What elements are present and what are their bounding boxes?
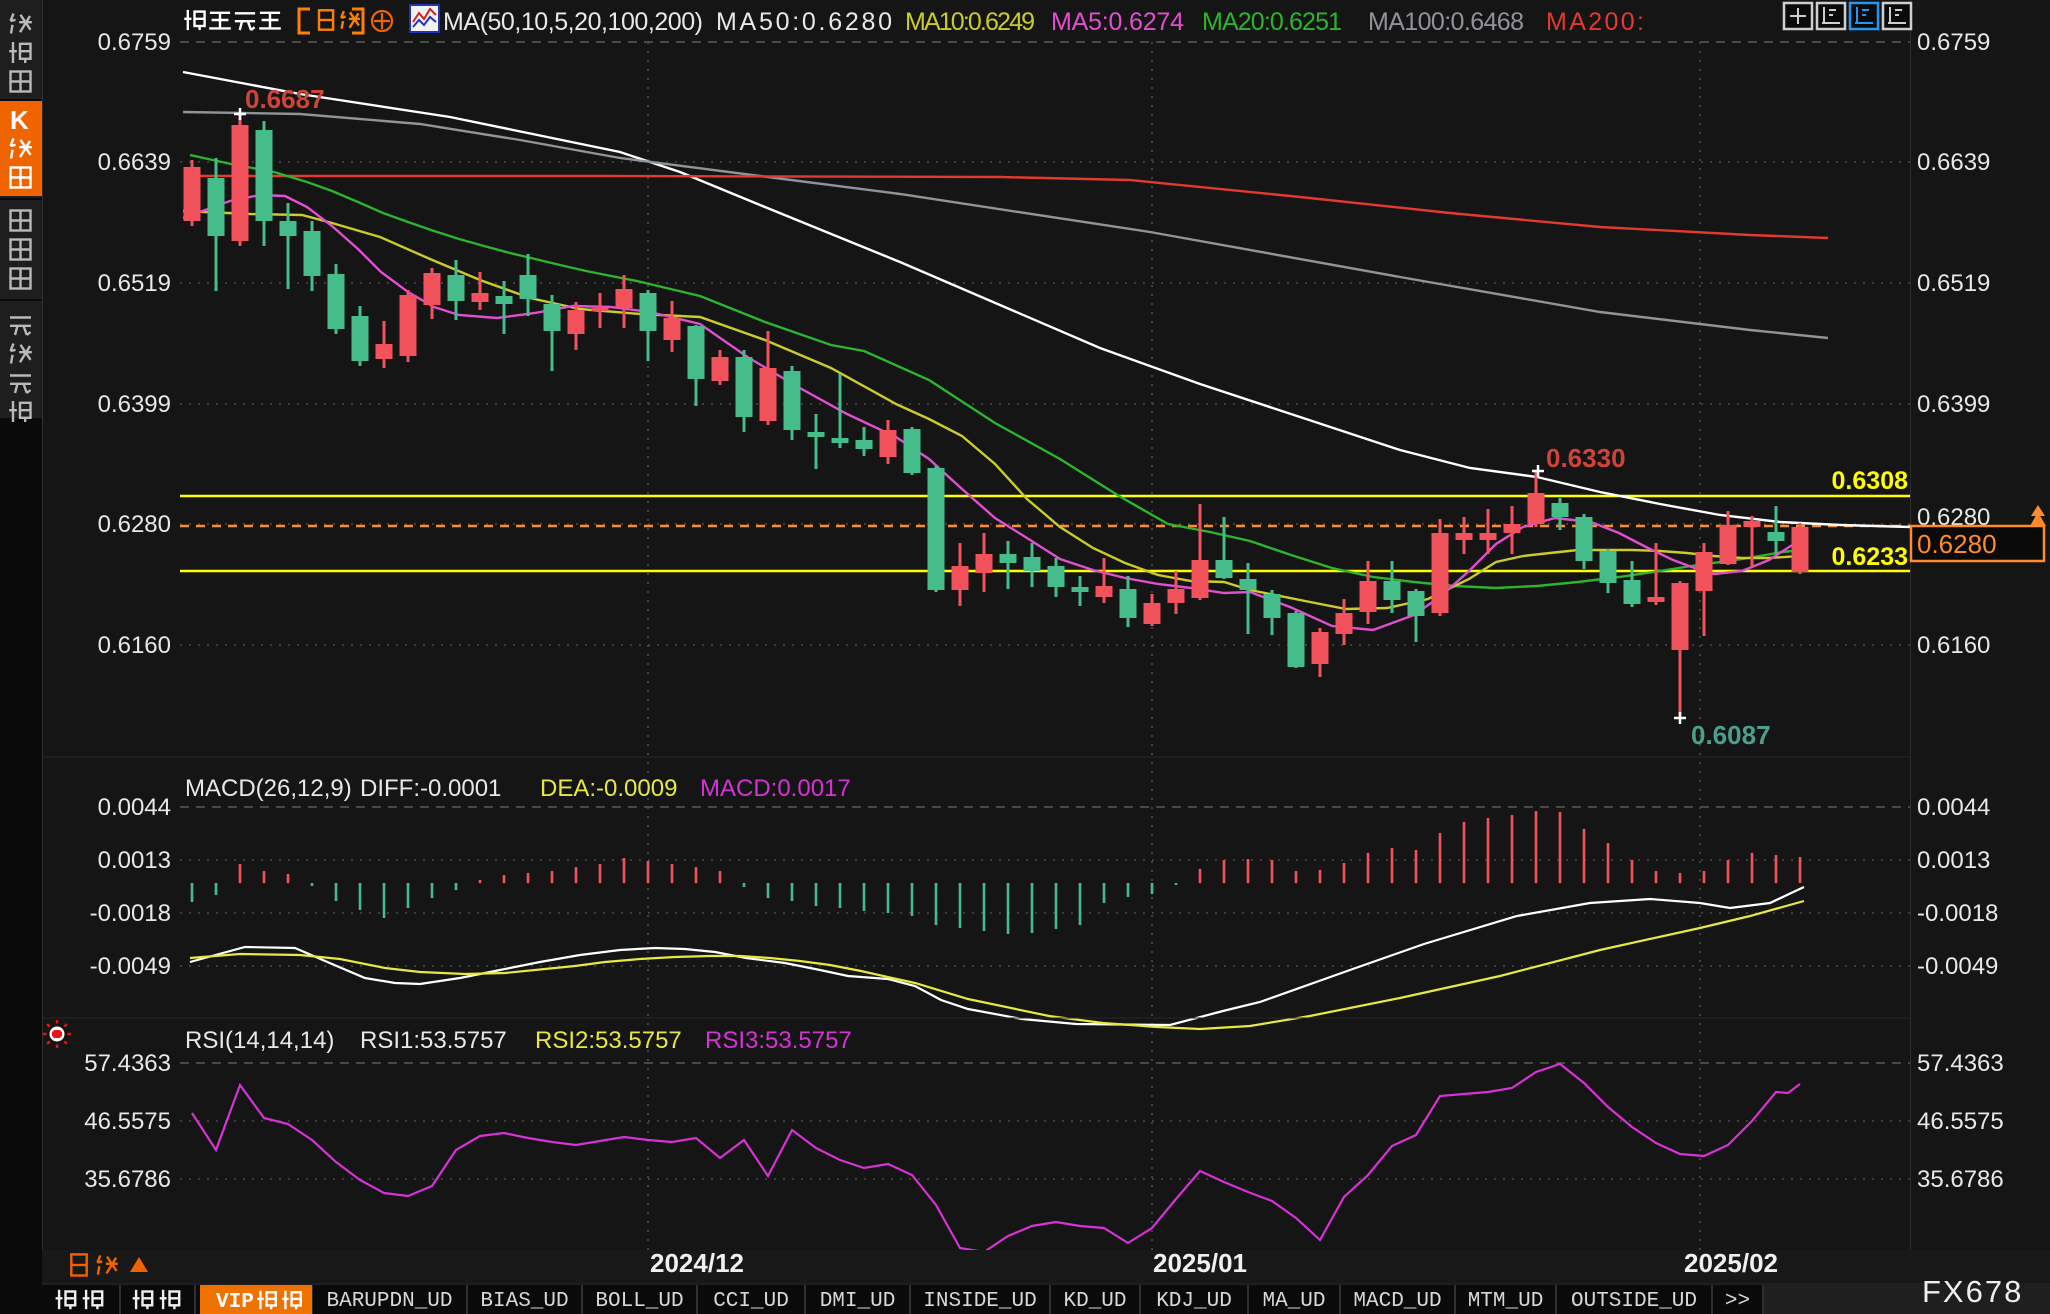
svg-text:0.6087: 0.6087 bbox=[1691, 720, 1771, 750]
svg-text:RSI1:53.5757: RSI1:53.5757 bbox=[360, 1027, 507, 1054]
svg-text:MA200:: MA200: bbox=[1546, 8, 1644, 36]
svg-text:0.6160: 0.6160 bbox=[98, 632, 171, 659]
svg-text:K: K bbox=[10, 105, 29, 135]
svg-text:CCI_UD: CCI_UD bbox=[713, 1290, 789, 1313]
svg-text:-0.0018: -0.0018 bbox=[1917, 900, 1998, 927]
svg-text:0.6233: 0.6233 bbox=[1832, 543, 1908, 571]
svg-text:KDJ_UD: KDJ_UD bbox=[1156, 1290, 1232, 1313]
svg-text:MA_UD: MA_UD bbox=[1262, 1290, 1325, 1313]
svg-text:0.6399: 0.6399 bbox=[98, 391, 171, 418]
svg-text:0.6639: 0.6639 bbox=[98, 149, 171, 176]
svg-text:BOLL_UD: BOLL_UD bbox=[595, 1290, 683, 1313]
svg-text:0.0044: 0.0044 bbox=[1917, 794, 1990, 821]
svg-text:35.6786: 35.6786 bbox=[1917, 1166, 2004, 1193]
svg-text:RSI2:53.5757: RSI2:53.5757 bbox=[535, 1027, 682, 1054]
svg-text:MA20:0.6251: MA20:0.6251 bbox=[1202, 8, 1342, 36]
svg-text:MA100:0.6468: MA100:0.6468 bbox=[1368, 8, 1524, 36]
svg-text:MACD:0.0017: MACD:0.0017 bbox=[700, 775, 851, 802]
svg-text:DIFF:-0.0001: DIFF:-0.0001 bbox=[360, 775, 501, 802]
svg-text:0.6280: 0.6280 bbox=[98, 511, 171, 538]
svg-text:>>: >> bbox=[1725, 1290, 1750, 1313]
svg-text:BARUPDN_UD: BARUPDN_UD bbox=[326, 1290, 452, 1313]
svg-text:35.6786: 35.6786 bbox=[84, 1166, 171, 1193]
svg-text:57.4363: 57.4363 bbox=[1917, 1050, 2004, 1077]
svg-text:0.6280: 0.6280 bbox=[1917, 529, 1997, 559]
svg-text:MA10:0.6249: MA10:0.6249 bbox=[905, 8, 1035, 36]
svg-text:0.6330: 0.6330 bbox=[1546, 443, 1626, 473]
svg-text:2025/01: 2025/01 bbox=[1153, 1248, 1247, 1278]
svg-text:DMI_UD: DMI_UD bbox=[820, 1290, 896, 1313]
svg-text:MA(50,10,5,20,100,200): MA(50,10,5,20,100,200) bbox=[443, 8, 703, 36]
svg-text:MA5:0.6274: MA5:0.6274 bbox=[1051, 8, 1184, 36]
svg-text:MTM_UD: MTM_UD bbox=[1468, 1290, 1544, 1313]
svg-text:0.6687: 0.6687 bbox=[245, 84, 325, 114]
svg-text:-0.0018: -0.0018 bbox=[90, 900, 171, 927]
svg-text:46.5575: 46.5575 bbox=[84, 1108, 171, 1135]
svg-text:KD_UD: KD_UD bbox=[1063, 1290, 1126, 1313]
svg-text:0.6759: 0.6759 bbox=[98, 29, 171, 56]
svg-text:0.6759: 0.6759 bbox=[1917, 29, 1990, 56]
svg-text:46.5575: 46.5575 bbox=[1917, 1108, 2004, 1135]
svg-text:VIP: VIP bbox=[216, 1291, 254, 1314]
svg-text:MACD(26,12,9): MACD(26,12,9) bbox=[185, 775, 352, 802]
svg-text:0.6308: 0.6308 bbox=[1832, 467, 1909, 495]
svg-text:INSIDE_UD: INSIDE_UD bbox=[923, 1290, 1036, 1313]
svg-text:0.6399: 0.6399 bbox=[1917, 391, 1990, 418]
svg-text:RSI(14,14,14): RSI(14,14,14) bbox=[185, 1027, 334, 1054]
svg-text:MA50:0.6280: MA50:0.6280 bbox=[716, 8, 892, 36]
svg-text:0.6639: 0.6639 bbox=[1917, 149, 1990, 176]
svg-text:-0.0049: -0.0049 bbox=[90, 953, 171, 980]
svg-text:RSI3:53.5757: RSI3:53.5757 bbox=[705, 1027, 852, 1054]
svg-text:2025/02: 2025/02 bbox=[1684, 1248, 1778, 1278]
svg-text:0.6519: 0.6519 bbox=[1917, 270, 1990, 297]
svg-text:57.4363: 57.4363 bbox=[84, 1050, 171, 1077]
svg-text:MACD_UD: MACD_UD bbox=[1353, 1290, 1441, 1313]
svg-text:-0.0049: -0.0049 bbox=[1917, 953, 1998, 980]
svg-text:0.0044: 0.0044 bbox=[98, 794, 171, 821]
svg-text:OUTSIDE_UD: OUTSIDE_UD bbox=[1571, 1290, 1697, 1313]
svg-text:DEA:-0.0009: DEA:-0.0009 bbox=[540, 775, 677, 802]
svg-text:0.6519: 0.6519 bbox=[98, 270, 171, 297]
svg-text:BIAS_UD: BIAS_UD bbox=[480, 1290, 568, 1313]
svg-text:0.6160: 0.6160 bbox=[1917, 632, 1990, 659]
svg-text:FX678: FX678 bbox=[1922, 1274, 2023, 1309]
svg-text:0.0013: 0.0013 bbox=[1917, 847, 1990, 874]
svg-text:0.0013: 0.0013 bbox=[98, 847, 171, 874]
svg-text:2024/12: 2024/12 bbox=[650, 1248, 744, 1278]
